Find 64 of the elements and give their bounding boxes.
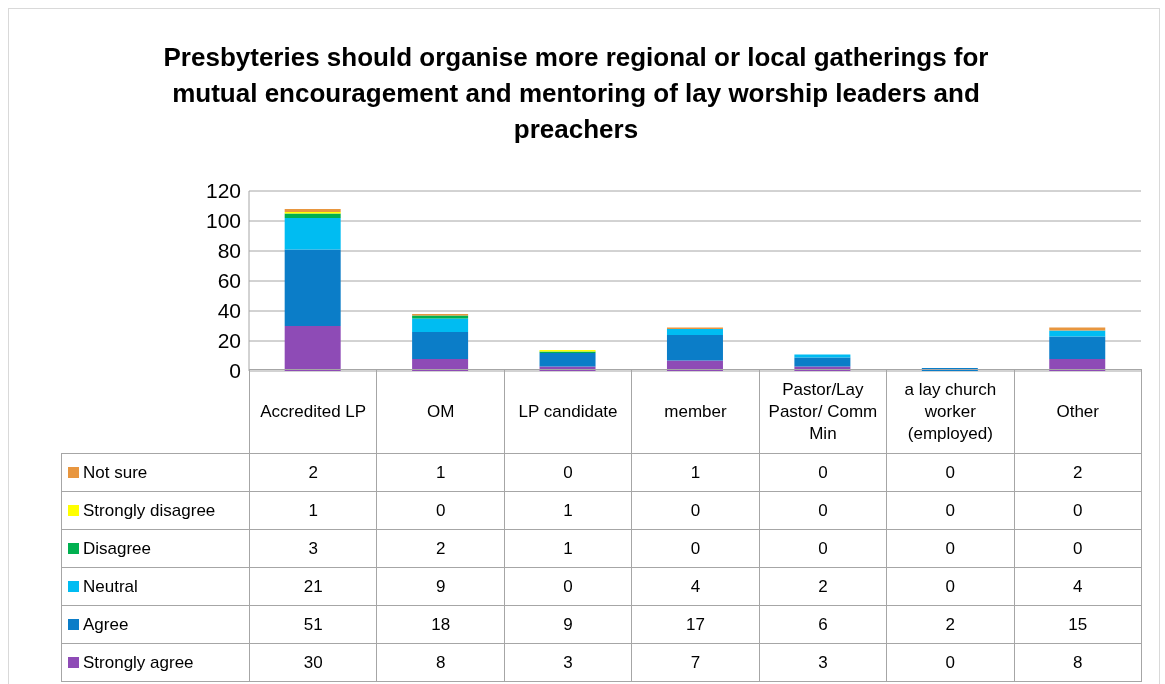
data-label: 2 <box>249 453 377 492</box>
data-label: 3 <box>504 643 632 682</box>
legend-label: Not sure <box>61 453 250 492</box>
legend-label: Agree <box>61 605 250 644</box>
data-label: 8 <box>376 643 505 682</box>
legend-label: Strongly agree <box>61 643 250 682</box>
data-label: 1 <box>504 529 632 568</box>
data-label: 2 <box>376 529 505 568</box>
data-label: 0 <box>376 491 505 530</box>
data-label: 0 <box>886 529 1015 568</box>
data-label: 51 <box>249 605 377 644</box>
data-label: 2 <box>886 605 1015 644</box>
data-label: 0 <box>504 453 632 492</box>
data-label: 0 <box>759 529 887 568</box>
data-label: 0 <box>886 643 1015 682</box>
y-tick-label: 60 <box>217 269 241 293</box>
data-label: 7 <box>631 643 760 682</box>
data-label: 8 <box>1014 643 1142 682</box>
data-label: 15 <box>1014 605 1142 644</box>
y-tick-label: 20 <box>217 329 241 353</box>
legend-label: Strongly disagree <box>61 491 250 530</box>
legend-label: Disagree <box>61 529 250 568</box>
data-label: 1 <box>249 491 377 530</box>
data-label: 4 <box>631 567 760 606</box>
x-tick-label: member <box>631 369 760 453</box>
data-label: 1 <box>631 453 760 492</box>
values-table: Not sure 2 1 0 1 0 0 2 Strongly disagree 1 0 1 0 0 0 0 Disagree 3 2 1 0 0 0 0 Neutral 21 9 0 4 2 0 4 Agree 51 18 9 17 6 2 15 Strongly agree 30 8 3 7 3 0 8 <box>61 453 1142 682</box>
data-label: 18 <box>376 605 505 644</box>
data-label: 3 <box>249 529 377 568</box>
data-label: 17 <box>631 605 760 644</box>
data-label: 21 <box>249 567 377 606</box>
data-label: 30 <box>249 643 377 682</box>
data-label: 0 <box>631 529 760 568</box>
data-label: 0 <box>631 491 760 530</box>
y-tick-label: 120 <box>205 179 241 203</box>
y-tick-label: 100 <box>205 209 241 233</box>
chart-title: Presbyteries should organise more regional or local gatherings for mutual encouragement and mentoring of lay worship leaders and preachers <box>162 41 990 146</box>
x-tick-label: a lay church worker (employed) <box>886 369 1015 453</box>
x-tick-label: Pastor/Lay Pastor/ Comm Min <box>759 369 887 453</box>
data-label: 4 <box>1014 567 1142 606</box>
y-tick-label: 0 <box>229 359 241 383</box>
data-label: 0 <box>759 491 887 530</box>
data-label: 0 <box>886 491 1015 530</box>
x-tick-label: Other <box>1014 369 1142 453</box>
x-tick-label: LP candidate <box>504 369 632 453</box>
x-tick-label: OM <box>376 369 505 453</box>
legend-label: Neutral <box>61 567 250 606</box>
data-label: 0 <box>759 453 887 492</box>
data-label: 3 <box>759 643 887 682</box>
data-label: 0 <box>1014 491 1142 530</box>
data-label: 6 <box>759 605 887 644</box>
data-label: 2 <box>759 567 887 606</box>
y-tick-label: 40 <box>217 299 241 323</box>
y-tick-label: 80 <box>217 239 241 263</box>
data-label: 1 <box>376 453 505 492</box>
x-tick-label: Accredited LP <box>249 369 377 453</box>
data-label: 0 <box>1014 529 1142 568</box>
data-label: 1 <box>504 491 632 530</box>
data-label: 9 <box>504 605 632 644</box>
data-label: 0 <box>886 567 1015 606</box>
data-label: 0 <box>886 453 1015 492</box>
data-label: 9 <box>376 567 505 606</box>
data-label: 0 <box>504 567 632 606</box>
data-label: 2 <box>1014 453 1142 492</box>
